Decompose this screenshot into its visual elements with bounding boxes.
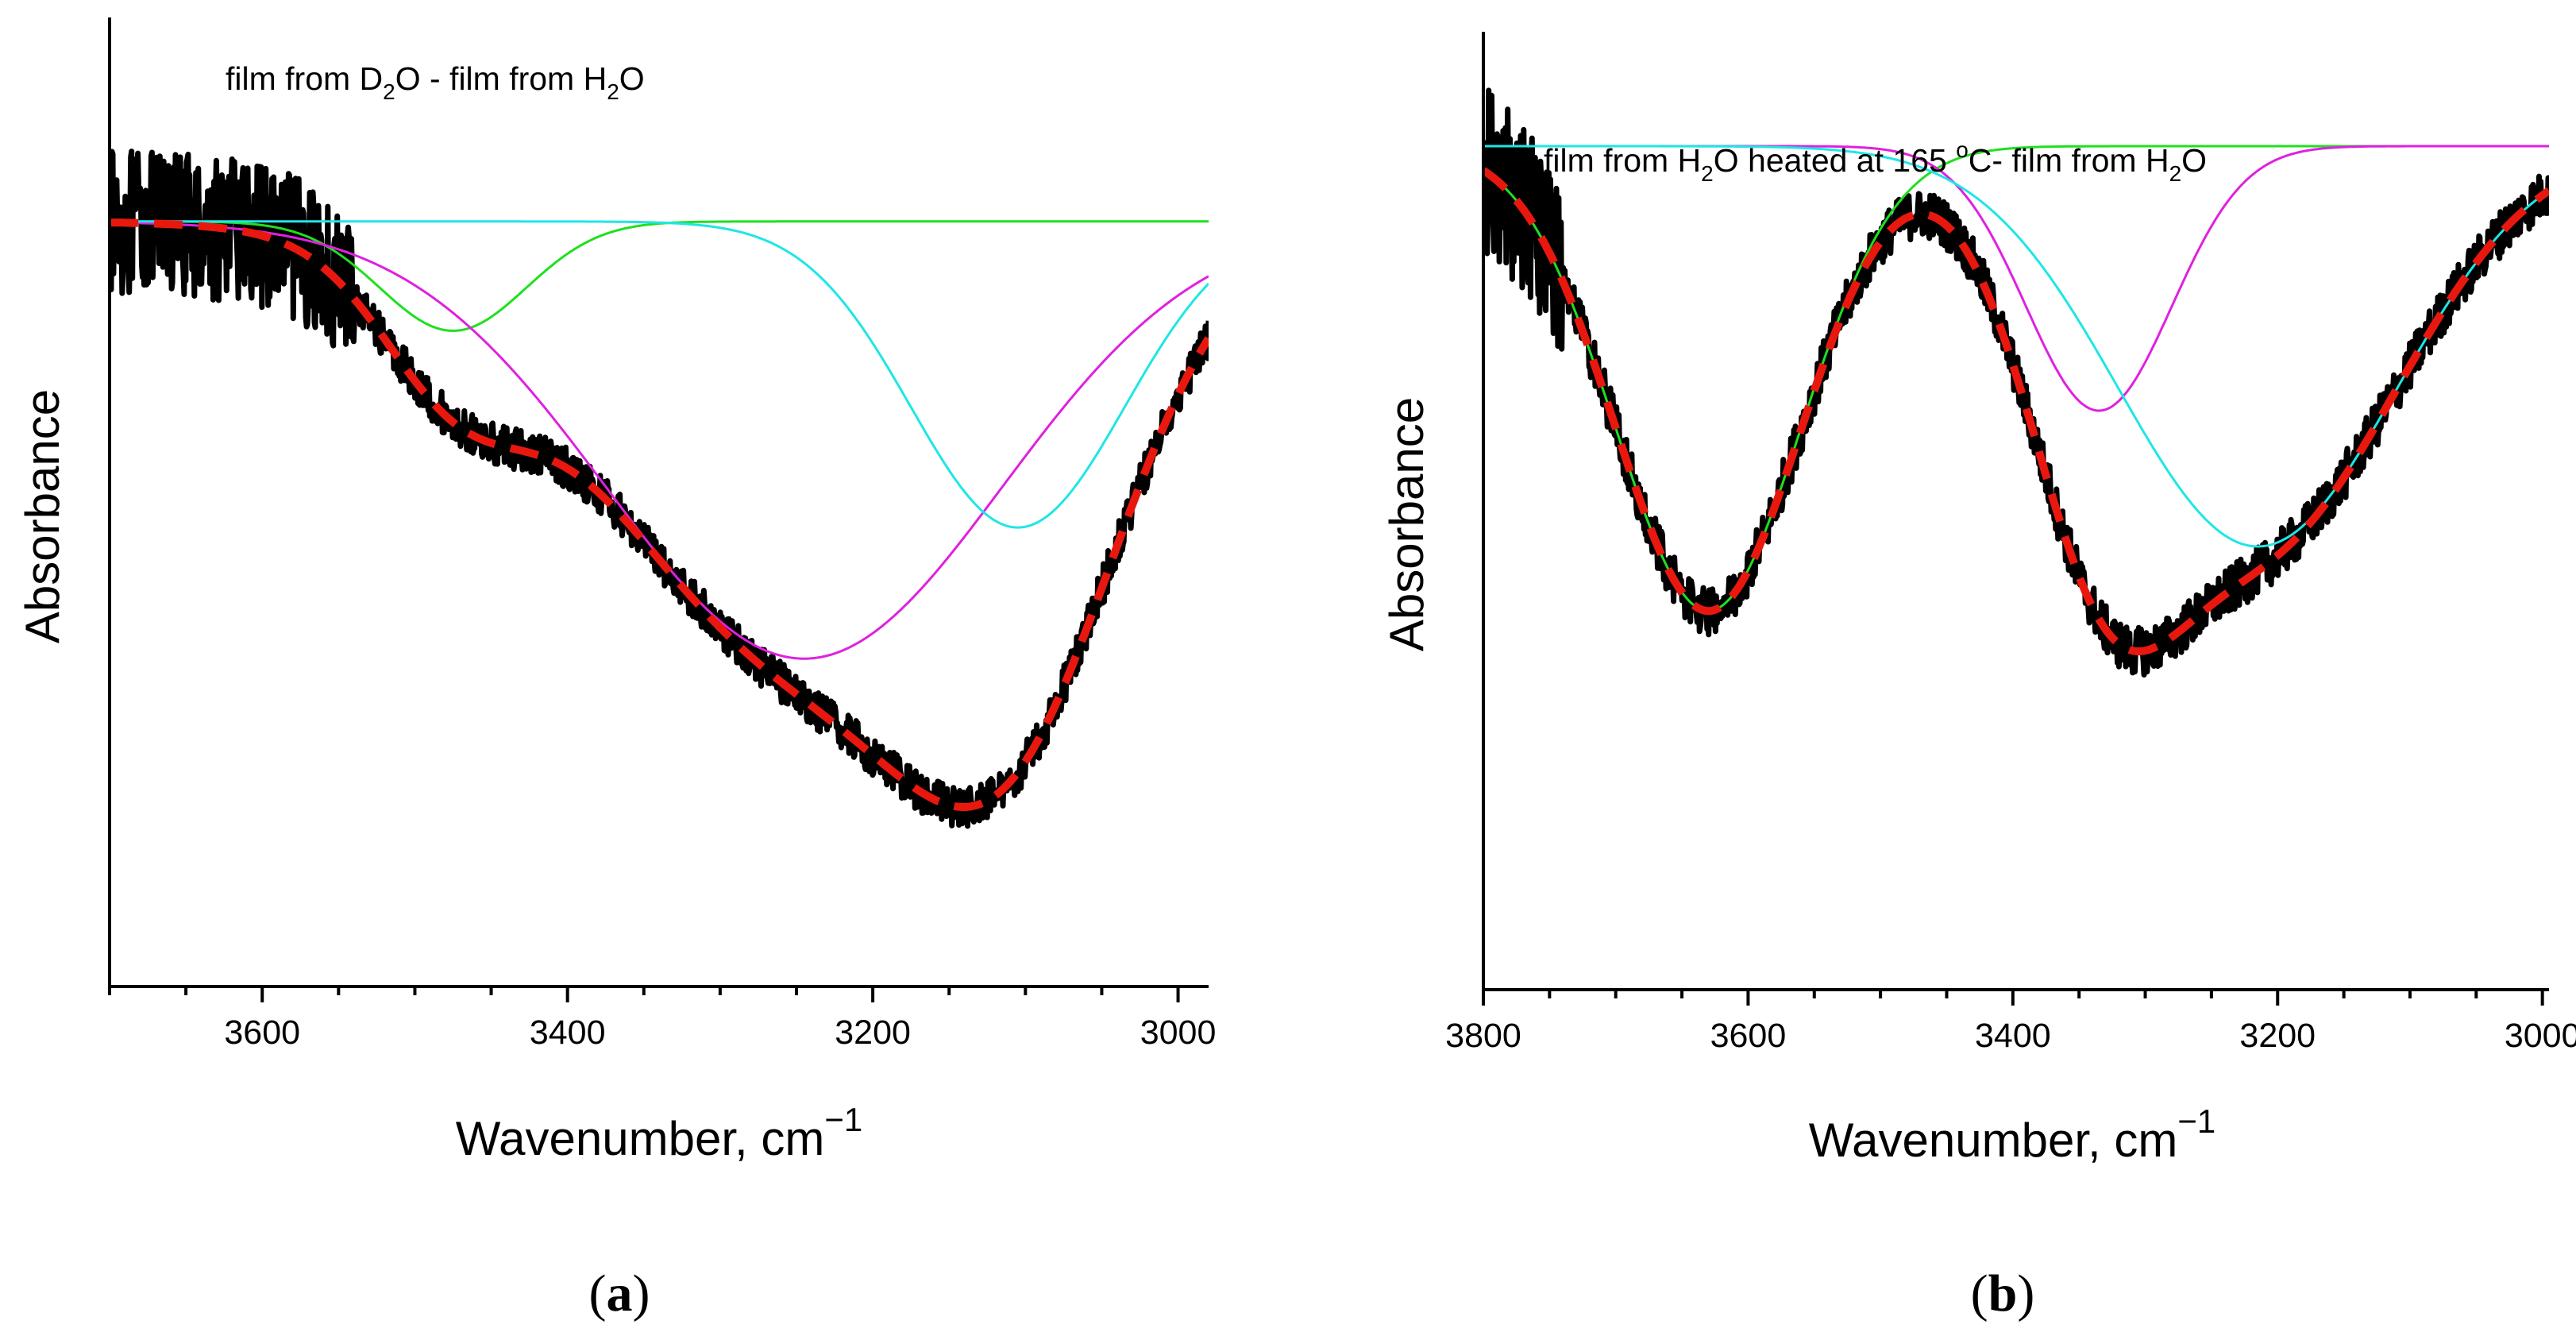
x-tick-label-3400-b: 3400 bbox=[1975, 1017, 2051, 1055]
annotation-b: film from H2O heated at 165 oC- film fro… bbox=[1544, 137, 2207, 186]
series-group-b bbox=[1483, 87, 2549, 678]
x-tick-label-3200-a: 3200 bbox=[835, 1014, 911, 1052]
x-tick-label-3600-b: 3600 bbox=[1710, 1017, 1787, 1055]
x-tick-label-3800-b: 3800 bbox=[1445, 1017, 1521, 1055]
annotation-a: film from D2O - film from H2O bbox=[226, 60, 645, 104]
plot-area-b: 3800 3600 3400 3200 3000 bbox=[1445, 32, 2576, 1055]
x-tick-label-3600-a: 3600 bbox=[224, 1014, 300, 1052]
x-axis-title-a: Wavenumber, cm−1 bbox=[456, 1101, 862, 1165]
chart-panel-a: 3600 3400 3200 3000 film from D2O - film fr… bbox=[16, 17, 1216, 1322]
x-tick-label-3000-b: 3000 bbox=[2505, 1017, 2576, 1055]
series-component-3-a bbox=[110, 220, 1209, 529]
x-tick-label-3000-a: 3000 bbox=[1140, 1014, 1217, 1052]
x-ticks-a: 3600 3400 3200 3000 bbox=[108, 987, 1217, 1052]
panel-label-a: (a) bbox=[589, 1265, 650, 1322]
series-component-3-b bbox=[1483, 145, 2549, 548]
y-axis-title-a: Absorbance bbox=[16, 389, 69, 643]
x-tick-label-3200-b: 3200 bbox=[2239, 1017, 2316, 1055]
series-fit-sum-a bbox=[110, 218, 1209, 811]
x-tick-label-3400-a: 3400 bbox=[530, 1014, 606, 1052]
series-fit-sum-b bbox=[1483, 167, 2549, 655]
series-experimental-spectrum-a bbox=[110, 149, 1209, 829]
plot-area-a: 3600 3400 3200 3000 bbox=[108, 17, 1216, 1052]
y-axis-title-b: Absorbance bbox=[1380, 397, 1433, 651]
series-group-a bbox=[110, 149, 1209, 829]
x-ticks-b: 3800 3600 3400 3200 3000 bbox=[1445, 990, 2576, 1055]
chart-panel-b: 3800 3600 3400 3200 3000 film from H2O heate… bbox=[1380, 32, 2576, 1322]
x-axis-title-b: Wavenumber, cm−1 bbox=[1809, 1102, 2215, 1167]
panel-label-b: (b) bbox=[1971, 1265, 2035, 1322]
